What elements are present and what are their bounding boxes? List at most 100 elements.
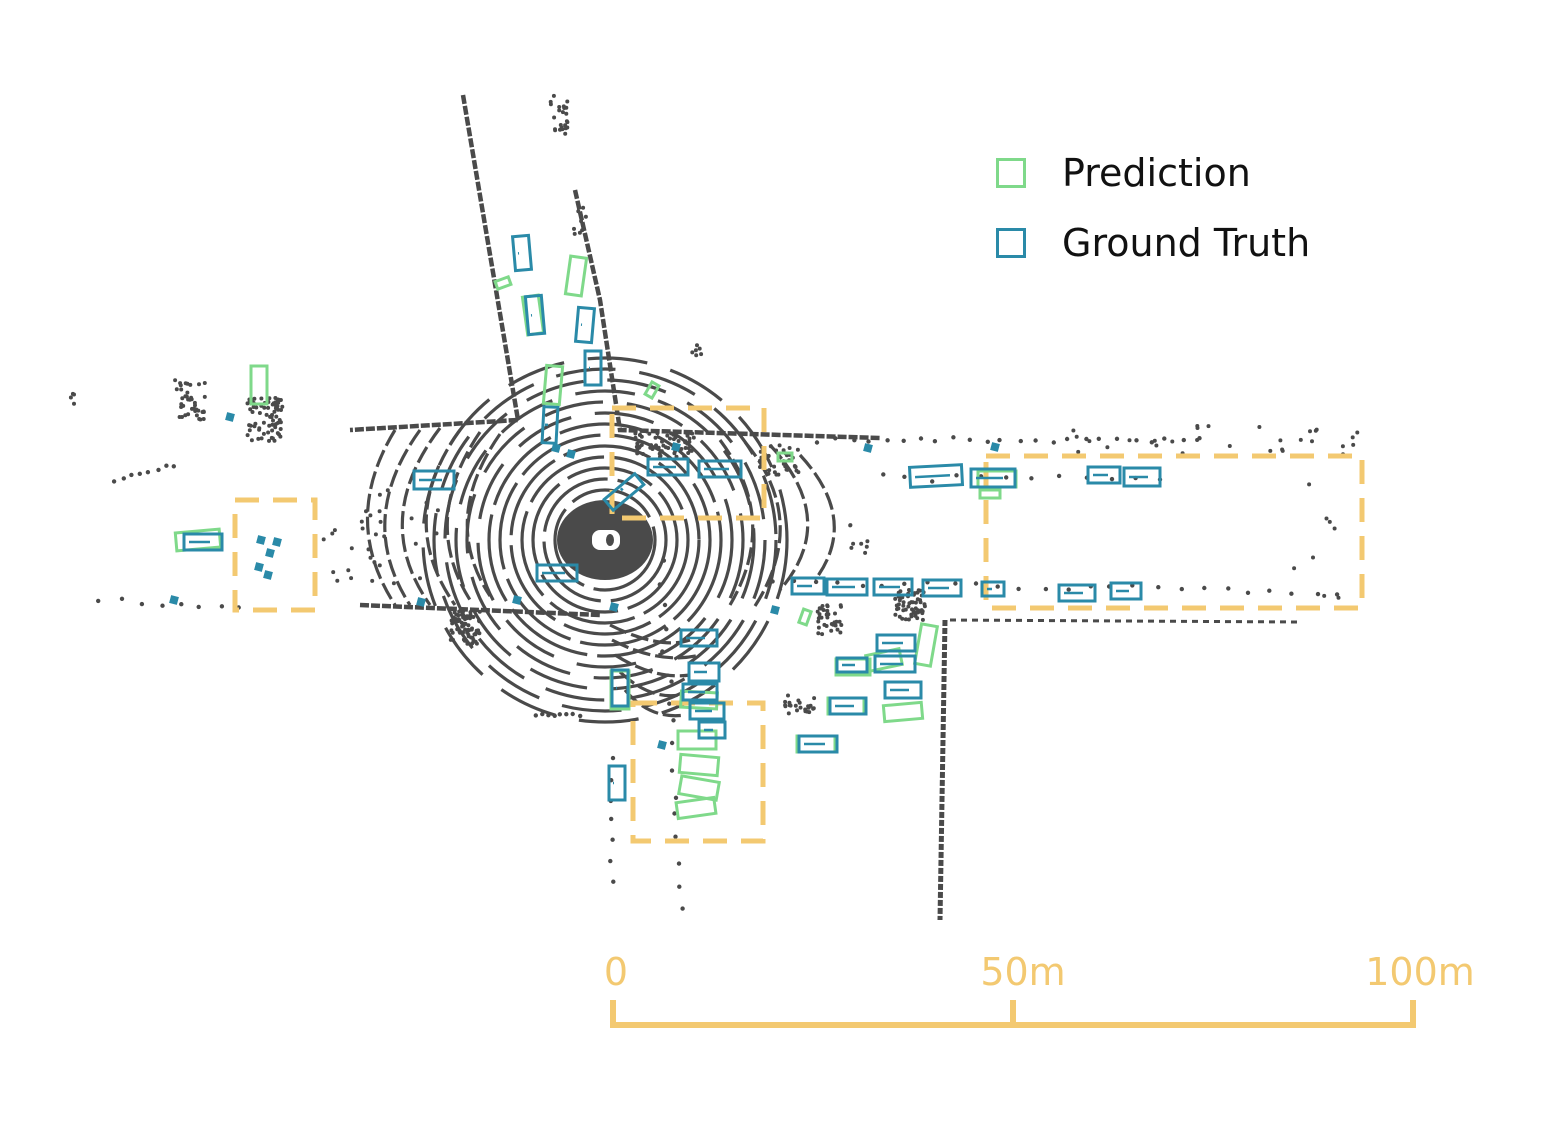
ground-truth-box-outline (697, 720, 727, 740)
ground-truth-box-outline (610, 668, 630, 708)
prediction-box (677, 752, 721, 778)
scan-ring (421, 356, 789, 724)
ground-truth-box-outline (523, 293, 547, 337)
ground-truth-box (980, 580, 1006, 598)
scan-arc (366, 429, 397, 606)
ground-truth-box-outline (583, 349, 603, 387)
ground-truth-box-outline (681, 682, 719, 702)
scan-ring (432, 367, 778, 713)
ground-truth-marker (990, 442, 1000, 452)
scan-ring (465, 400, 745, 680)
ground-truth-box (828, 696, 868, 716)
ground-truth-box (797, 734, 839, 754)
road-edge-right-lower (937, 619, 948, 921)
prediction-box-outline (796, 607, 814, 627)
scan-arc (618, 670, 681, 698)
ground-truth-box (681, 682, 719, 702)
ground-truth-box-outline (412, 469, 456, 491)
scan-arc (798, 453, 836, 581)
highlight-region (630, 700, 766, 844)
scan-ring (443, 378, 767, 702)
prediction-box-outline (676, 729, 718, 751)
legend-item-ground-truth: Ground Truth (996, 220, 1310, 266)
ground-truth-box-outline (1122, 466, 1162, 488)
ground-truth-box-outline (825, 577, 869, 597)
scan-arc (400, 427, 442, 606)
scan-arc (383, 429, 422, 606)
scan-arc (614, 653, 691, 678)
prediction-box (776, 451, 794, 463)
ground-truth-box-outline (797, 734, 839, 754)
ground-truth-box-outline (697, 459, 743, 479)
highlight-region (232, 497, 318, 613)
scan-arc (611, 638, 701, 660)
ground-truth-boxes (169, 233, 1162, 802)
ego-center-marker (606, 534, 614, 546)
ground-truth-box-outline (602, 471, 646, 513)
ground-truth-box (182, 532, 224, 552)
ground-truth-marker (551, 443, 561, 453)
ground-truth-box-outline (646, 457, 690, 477)
highlight-region (609, 405, 767, 521)
ground-truth-box (969, 467, 1017, 489)
scan-ring (531, 466, 679, 614)
ground-truth-box (1057, 583, 1097, 603)
scan-ring (487, 422, 723, 658)
road-edge-left-upper (349, 94, 521, 433)
scale-bar-line (610, 1000, 1416, 1028)
ground-truth-box-outline (828, 696, 868, 716)
highlight-regions (232, 405, 1365, 844)
ground-truth-marker (169, 595, 179, 605)
ground-truth-box-outline (872, 577, 914, 597)
ground-truth-box (679, 628, 719, 648)
prediction-swatch-icon (996, 158, 1026, 188)
point-cloud (68, 93, 1360, 921)
prediction-box (796, 607, 814, 627)
ground-truth-box-outline (182, 532, 224, 552)
scan-arc (609, 623, 691, 645)
ground-truth-box (573, 305, 597, 345)
ground-truth-box-outline (1109, 581, 1143, 601)
ground-truth-box-outline (1057, 583, 1097, 603)
ground-truth-box-heading (619, 487, 624, 492)
ground-truth-box-outline (980, 580, 1006, 598)
ground-truth-box-outline (679, 628, 719, 648)
legend-label-prediction: Prediction (1062, 151, 1251, 195)
ground-truth-box (835, 656, 869, 674)
ground-truth-marker (225, 412, 235, 422)
ground-truth-box-outline (540, 405, 560, 445)
scan-arc (424, 429, 462, 606)
ground-truth-marker (416, 597, 426, 607)
ground-truth-box (873, 654, 917, 674)
ground-truth-box (907, 463, 965, 489)
ground-truth-box-outline (790, 576, 826, 596)
scale-label-100m: 100m (1365, 950, 1475, 994)
prediction-box (249, 364, 269, 406)
legend: Prediction Ground Truth (996, 150, 1310, 290)
ground-truth-marker (566, 449, 576, 459)
prediction-box-outline (912, 622, 940, 668)
ground-truth-marker (265, 548, 275, 558)
ground-truth-marker (657, 740, 667, 750)
prediction-box-outline (173, 527, 223, 553)
road-edge-left-lower (359, 602, 601, 618)
prediction-box (563, 254, 589, 298)
ground-truth-box-outline (921, 578, 963, 598)
ground-truth-box (688, 701, 726, 721)
prediction-box-outline (676, 774, 722, 802)
ground-truth-marker (272, 537, 282, 547)
ground-truth-box-outline (607, 764, 627, 802)
scan-ring (542, 477, 668, 603)
ground-truth-box-outline (535, 563, 579, 583)
prediction-box (493, 274, 513, 292)
ground-truth-box (583, 349, 603, 387)
ground-truth-box-outline (1086, 465, 1122, 485)
road-edge-right-upper (572, 189, 881, 441)
ground-truth-marker (609, 602, 619, 612)
ground-truth-box-outline (969, 467, 1017, 489)
prediction-box-outline (677, 752, 721, 778)
prediction-box-outline (674, 795, 718, 821)
ground-truth-box (875, 633, 917, 653)
prediction-box-outline (249, 364, 269, 406)
